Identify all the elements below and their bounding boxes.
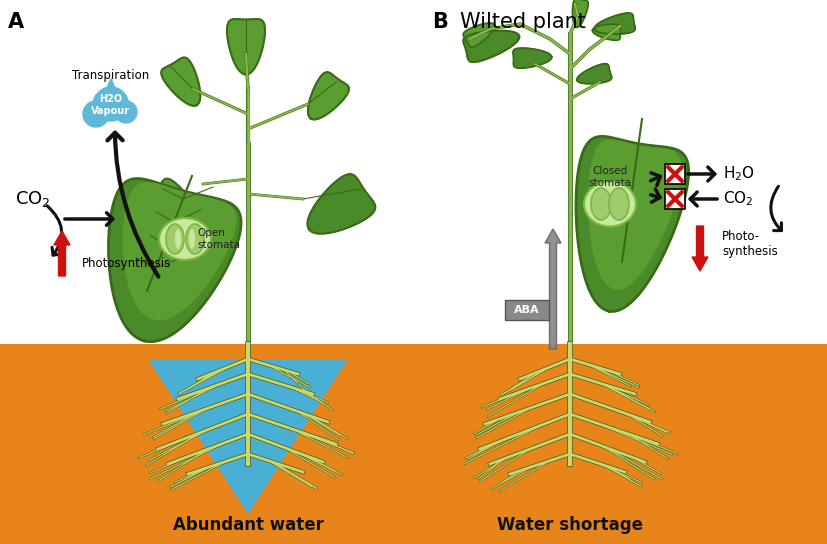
Polygon shape <box>595 13 635 34</box>
Ellipse shape <box>159 218 211 260</box>
Text: B: B <box>432 12 448 32</box>
Text: Photo-
synthesis: Photo- synthesis <box>722 230 777 258</box>
Text: Photosynthesis: Photosynthesis <box>82 257 171 270</box>
Ellipse shape <box>591 188 611 220</box>
Ellipse shape <box>189 229 195 249</box>
Text: ABA: ABA <box>514 305 540 315</box>
Polygon shape <box>88 95 103 112</box>
Text: Transpiration: Transpiration <box>73 70 150 83</box>
Text: Water shortage: Water shortage <box>497 516 643 534</box>
Polygon shape <box>308 72 349 120</box>
Polygon shape <box>463 30 519 62</box>
Polygon shape <box>589 140 681 289</box>
Polygon shape <box>123 183 236 320</box>
Text: Open
stomata: Open stomata <box>197 228 240 250</box>
FancyBboxPatch shape <box>665 189 685 209</box>
Polygon shape <box>576 137 689 311</box>
Text: H$_2$O: H$_2$O <box>723 165 755 183</box>
Polygon shape <box>463 23 495 47</box>
Text: Abundant water: Abundant water <box>173 516 323 534</box>
Polygon shape <box>151 178 193 215</box>
Polygon shape <box>577 64 612 84</box>
Polygon shape <box>148 359 348 514</box>
FancyArrow shape <box>692 226 708 271</box>
Polygon shape <box>120 96 132 110</box>
Text: H2O
Vapour: H2O Vapour <box>92 94 131 116</box>
Ellipse shape <box>186 224 204 254</box>
Ellipse shape <box>609 188 629 220</box>
Polygon shape <box>94 87 128 121</box>
Text: Closed
stomata: Closed stomata <box>589 165 632 188</box>
FancyArrow shape <box>54 231 70 276</box>
Polygon shape <box>592 24 621 40</box>
Polygon shape <box>308 174 375 234</box>
Ellipse shape <box>175 229 181 249</box>
FancyBboxPatch shape <box>665 164 685 184</box>
Ellipse shape <box>166 224 184 254</box>
Text: CO$_2$: CO$_2$ <box>15 189 50 209</box>
Polygon shape <box>102 78 121 101</box>
Polygon shape <box>161 58 200 106</box>
Ellipse shape <box>584 182 636 226</box>
Text: A: A <box>8 12 24 32</box>
Polygon shape <box>83 101 109 127</box>
Polygon shape <box>108 178 241 342</box>
Polygon shape <box>115 101 137 123</box>
Bar <box>0 344 827 544</box>
FancyArrow shape <box>545 229 561 349</box>
FancyBboxPatch shape <box>505 300 549 320</box>
Polygon shape <box>572 0 588 27</box>
Text: Wilted plant: Wilted plant <box>460 12 586 32</box>
Polygon shape <box>513 48 552 68</box>
Polygon shape <box>227 19 265 75</box>
Text: CO$_2$: CO$_2$ <box>723 190 753 208</box>
